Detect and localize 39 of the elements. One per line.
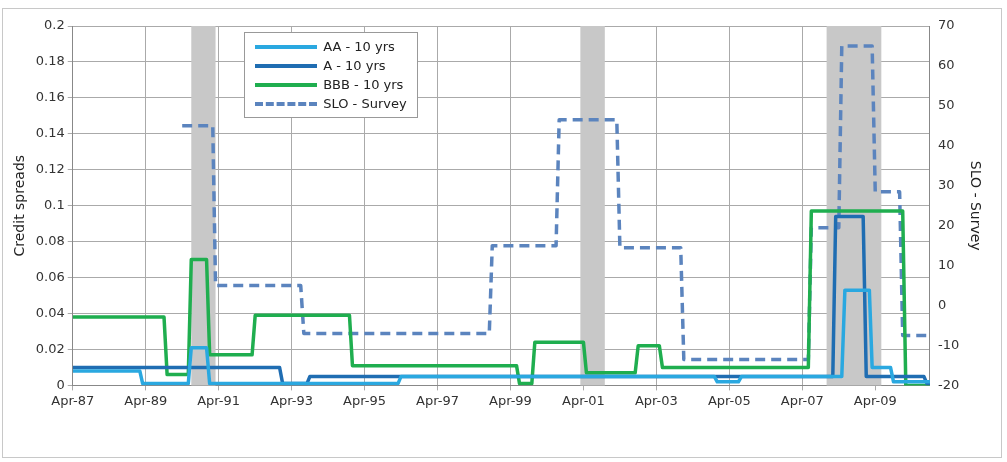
y2-tick-label: 30 — [937, 177, 955, 193]
y-tick-label: 0.06 — [35, 268, 65, 284]
x-tick-label: Apr-97 — [416, 392, 459, 408]
y2-axis-title: SLO - Survey — [967, 160, 984, 251]
legend-label: A - 10 yrs — [323, 58, 386, 73]
x-tick-label: Apr-89 — [124, 392, 168, 408]
legend-label: BBB - 10 yrs — [323, 77, 404, 92]
y-tick-label: 0.08 — [35, 233, 65, 249]
x-tick-label: Apr-09 — [853, 392, 897, 408]
legend-label: AA - 10 yrs — [323, 39, 395, 54]
y-tick-label: 0.18 — [35, 53, 65, 69]
x-tick-label: Apr-99 — [488, 392, 532, 408]
y-tick-label: 0.1 — [44, 197, 65, 213]
y-tick-label: 0.2 — [44, 17, 65, 33]
y-tick-label: 0.16 — [35, 89, 65, 105]
y2-tick-label: 10 — [937, 256, 955, 272]
y2-tick-label: 50 — [937, 97, 955, 113]
x-tick-label: Apr-95 — [343, 392, 386, 408]
y2-tick-label: 70 — [937, 17, 955, 33]
x-tick-label: Apr-93 — [270, 392, 314, 408]
x-tick-label: Apr-07 — [780, 392, 824, 408]
y2-tick-label: 40 — [937, 137, 955, 153]
legend-label: SLO - Survey — [323, 96, 407, 111]
y-tick-label: 0.14 — [35, 125, 65, 141]
y2-tick-label: 60 — [937, 57, 955, 73]
y2-tick-label: -10 — [937, 336, 960, 352]
x-tick-label: Apr-91 — [197, 392, 241, 408]
y-tick-label: 0.02 — [35, 340, 65, 356]
x-tick-label: Apr-05 — [707, 392, 751, 408]
y-tick-label: 0 — [56, 376, 65, 392]
y-axis-title: Credit spreads — [11, 154, 28, 257]
x-tick-label: Apr-03 — [634, 392, 678, 408]
y2-tick-label: -20 — [937, 376, 960, 392]
x-tick-label: Apr-01 — [561, 392, 605, 408]
y-tick-label: 0.04 — [35, 304, 65, 320]
x-tick-label: Apr-87 — [51, 392, 95, 408]
y2-tick-label: 0 — [937, 296, 947, 312]
y-tick-label: 0.12 — [35, 161, 65, 177]
y2-tick-label: 20 — [937, 217, 955, 233]
